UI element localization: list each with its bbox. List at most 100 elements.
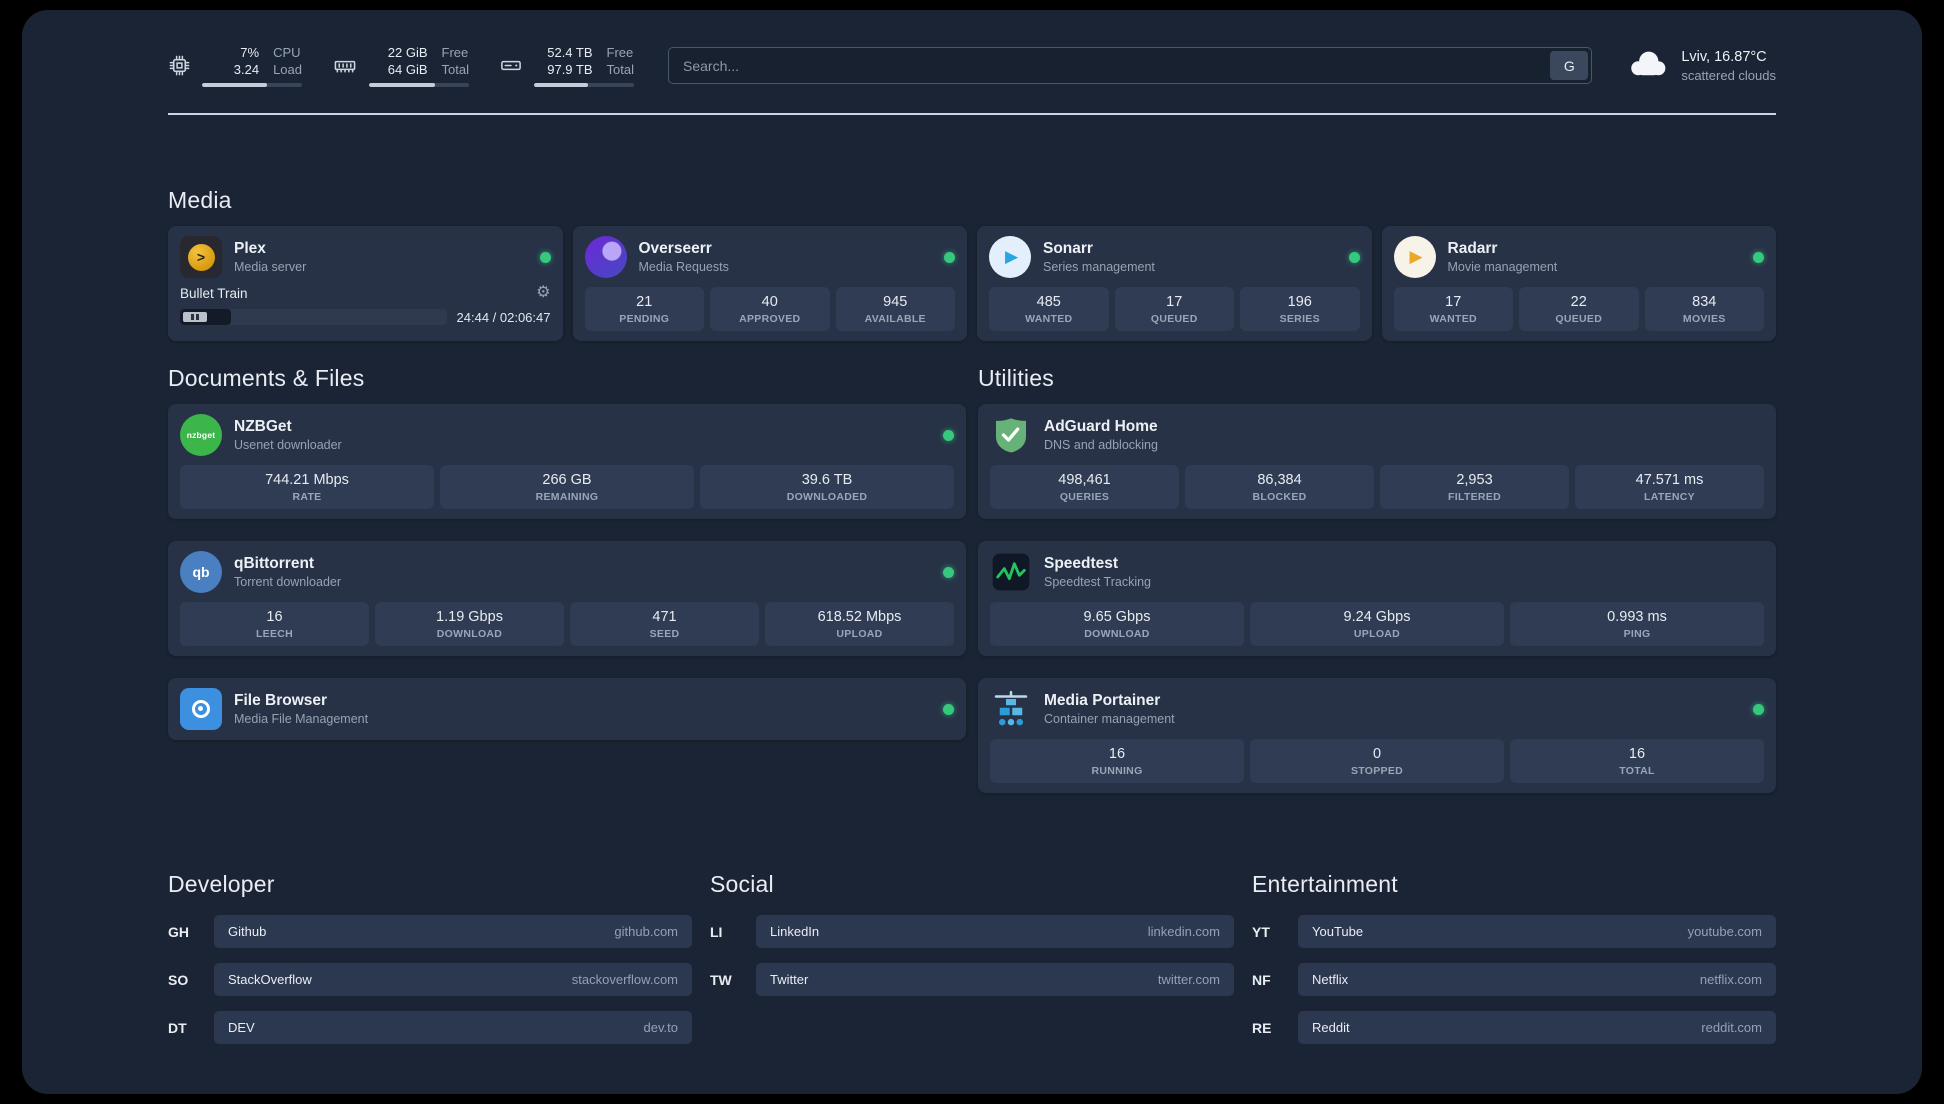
bookmark-group-developer: Developer GH Github github.com SO StackO…: [168, 871, 692, 1059]
stat-box: 17 QUEUED: [1114, 287, 1234, 331]
stat-box: 2,953 FILTERED: [1380, 465, 1569, 509]
stat-value: 485: [1036, 294, 1061, 310]
portainer-icon: [990, 688, 1032, 730]
stat-value: 945: [883, 294, 908, 310]
bookmark-name: Netflix: [1312, 972, 1349, 987]
card-overseerr[interactable]: Overseerr Media Requests 21 PENDING 40 A…: [572, 226, 967, 341]
stat-value: 0: [1372, 746, 1382, 762]
stat-label: STOPPED: [1350, 765, 1404, 777]
status-dot: [943, 429, 954, 441]
service-desc: Speedtest Tracking: [1044, 575, 1152, 589]
memory-free-label: Free: [441, 45, 469, 60]
bookmark-netflix[interactable]: NF Netflix netflix.com: [1252, 963, 1776, 996]
stat-box: 22 QUEUED: [1519, 287, 1639, 331]
stat-value: 86,384: [1257, 472, 1302, 488]
stat-value: 17: [1445, 294, 1462, 310]
service-desc: DNS and adblocking: [1044, 438, 1158, 452]
service-name: File Browser: [234, 692, 328, 709]
bookmark-stackoverflow[interactable]: SO StackOverflow stackoverflow.com: [168, 963, 692, 996]
status-dot: [944, 251, 955, 263]
stat-box: 47.571 ms LATENCY: [1575, 465, 1764, 509]
stat-box: 196 SERIES: [1240, 287, 1360, 331]
topbar-divider: [168, 113, 1776, 115]
bookmark-github[interactable]: GH Github github.com: [168, 915, 692, 948]
stat-label: SERIES: [1279, 313, 1320, 325]
bookmark-domain: twitter.com: [1157, 972, 1220, 987]
stat-value: 47.571 ms: [1635, 472, 1704, 488]
card-qbittorrent[interactable]: qb qBittorrent Torrent downloader 16 LEE…: [168, 541, 966, 656]
stat-box: 21 PENDING: [584, 287, 704, 331]
stat-box: 744.21 Mbps RATE: [180, 465, 434, 509]
card-radarr[interactable]: ▶ Radarr Movie management 17 WANTED 22 Q…: [1381, 226, 1776, 341]
search-input[interactable]: [669, 48, 1548, 83]
pause-icon[interactable]: [183, 312, 207, 322]
memory-total-value: 64 GiB: [387, 62, 428, 77]
section-media: Media > Plex Media server Bullet Train: [168, 187, 1776, 341]
card-nzbget[interactable]: nzbget NZBGet Usenet downloader 744.21 M…: [168, 404, 966, 519]
stat-box: 485 WANTED: [989, 287, 1109, 331]
card-filebrowser[interactable]: File Browser Media File Management: [168, 678, 966, 740]
stat-value: 1.19 Gbps: [436, 609, 503, 625]
filebrowser-icon: [180, 688, 222, 730]
status-dot: [943, 566, 954, 578]
gear-icon[interactable]: ⚙: [536, 284, 551, 301]
service-name: Overseerr: [638, 240, 712, 257]
bookmark-domain: dev.to: [643, 1020, 678, 1035]
stat-value: 21: [636, 294, 653, 310]
stat-label: UPLOAD: [836, 628, 883, 640]
card-portainer[interactable]: Media Portainer Container management 16 …: [978, 678, 1776, 793]
stat-label: AVAILABLE: [864, 313, 926, 325]
stat-box: 86,384 BLOCKED: [1185, 465, 1374, 509]
card-sonarr[interactable]: ▶ Sonarr Series management 485 WANTED 17…: [977, 226, 1372, 341]
service-name: Plex: [234, 240, 266, 257]
plex-now-playing: Bullet Train ⚙ 24:44 / 02:06:47: [180, 285, 551, 325]
bookmark-group-entertainment: Entertainment YT YouTube youtube.com NF …: [1252, 871, 1776, 1059]
bookmark-name: YouTube: [1312, 924, 1364, 939]
stat-value: 0.993 ms: [1607, 609, 1667, 625]
playback-progress-bar[interactable]: [180, 309, 447, 325]
stat-value: 40: [761, 294, 778, 310]
card-speedtest[interactable]: Speedtest Speedtest Tracking 9.65 Gbps D…: [978, 541, 1776, 656]
bookmark-abbr: DT: [168, 1019, 187, 1036]
stat-label: PING: [1623, 628, 1651, 640]
stat-box: 945 AVAILABLE: [835, 287, 955, 331]
card-adguard[interactable]: AdGuard Home DNS and adblocking 498,461 …: [978, 404, 1776, 519]
bookmark-reddit[interactable]: RE Reddit reddit.com: [1252, 1011, 1776, 1044]
status-dot: [1348, 251, 1360, 263]
service-desc: Media server: [234, 260, 307, 274]
bookmark-abbr: GH: [168, 923, 189, 940]
bookmark-youtube[interactable]: YT YouTube youtube.com: [1252, 915, 1776, 948]
section-title-media: Media: [168, 187, 232, 213]
bookmark-domain: youtube.com: [1687, 924, 1762, 939]
stat-label: BLOCKED: [1252, 491, 1307, 503]
disk-free-label: Free: [606, 45, 634, 60]
bookmark-domain: reddit.com: [1701, 1020, 1762, 1035]
overseerr-icon: [584, 236, 627, 278]
bookmark-name: LinkedIn: [770, 924, 820, 939]
service-name: NZBGet: [234, 418, 292, 435]
section-title-social: Social: [710, 871, 774, 897]
status-dot: [1753, 703, 1764, 715]
stat-label: APPROVED: [739, 313, 801, 325]
card-plex[interactable]: > Plex Media server Bullet Train ⚙: [168, 226, 563, 341]
stat-label: PENDING: [619, 313, 670, 325]
stat-label: TOTAL: [1619, 765, 1655, 777]
bookmark-twitter[interactable]: TW Twitter twitter.com: [710, 963, 1234, 996]
stat-box: 9.24 Gbps UPLOAD: [1250, 602, 1504, 646]
bookmark-name: Twitter: [770, 972, 809, 987]
bookmark-dev[interactable]: DT DEV dev.to: [168, 1011, 692, 1044]
service-name: Sonarr: [1043, 240, 1093, 257]
stat-label: QUERIES: [1059, 491, 1110, 503]
stat-label: DOWNLOADED: [786, 491, 868, 503]
section-title-utilities: Utilities: [978, 365, 1054, 391]
stat-box: 16 LEECH: [180, 602, 369, 646]
stat-value: 618.52 Mbps: [817, 609, 902, 625]
bookmark-abbr: SO: [168, 971, 189, 988]
search-provider-button[interactable]: G: [1550, 51, 1589, 80]
section-title-documents: Documents & Files: [168, 365, 365, 391]
disk-total-label: Total: [606, 62, 634, 77]
bookmark-linkedin[interactable]: LI LinkedIn linkedin.com: [710, 915, 1234, 948]
speedtest-icon: [990, 551, 1032, 593]
dashboard-frame: 7% CPU 3.24 Load: [22, 10, 1922, 1094]
sonarr-icon: ▶: [989, 236, 1031, 278]
